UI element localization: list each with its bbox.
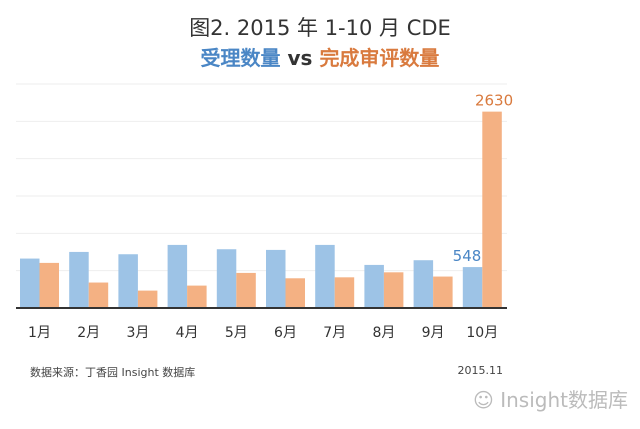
bar-accepted bbox=[167, 244, 188, 308]
x-tick-label: 8月 bbox=[372, 325, 395, 341]
bar-accepted bbox=[364, 264, 384, 308]
wechat-icon: ☺ bbox=[473, 388, 494, 412]
chart-subtitle: 受理数量 vs 完成审评数量 bbox=[0, 42, 640, 71]
x-tick-label: 2月 bbox=[77, 325, 100, 341]
subtitle-series-b: 完成审评数量 bbox=[319, 46, 440, 70]
bar-completed bbox=[383, 272, 404, 308]
x-tick-label: 9月 bbox=[422, 325, 445, 341]
chart-title: 图2. 2015 年 1-10 月 CDE bbox=[189, 16, 451, 40]
watermark: ☺ Insight数据库 bbox=[473, 384, 628, 413]
bar-completed bbox=[88, 282, 109, 308]
x-tick-label: 1月 bbox=[28, 325, 51, 341]
bar-accepted bbox=[216, 249, 237, 308]
x-tick-label: 4月 bbox=[176, 325, 199, 341]
bar-accepted bbox=[69, 251, 89, 308]
x-tick-label: 10月 bbox=[466, 325, 498, 341]
x-tick-label: 5月 bbox=[225, 325, 248, 341]
bar-accepted bbox=[20, 258, 40, 308]
x-tick-label: 7月 bbox=[323, 325, 346, 341]
data-label: 2630 bbox=[475, 92, 513, 110]
bar-completed bbox=[236, 272, 256, 308]
bar-completed bbox=[39, 262, 59, 308]
bar-completed bbox=[482, 111, 502, 308]
bar-completed bbox=[137, 290, 158, 308]
chart-date: 2015.11 bbox=[457, 364, 504, 377]
data-label: 548 bbox=[453, 247, 482, 265]
bar-accepted bbox=[413, 260, 434, 308]
subtitle-vs: vs bbox=[287, 46, 313, 70]
bar-accepted bbox=[118, 254, 138, 308]
bar-completed bbox=[187, 285, 207, 308]
x-tick-label: 6月 bbox=[274, 325, 297, 341]
x-tick-label: 3月 bbox=[126, 325, 149, 341]
bar-completed bbox=[334, 277, 355, 308]
bar-accepted bbox=[462, 267, 483, 308]
bar-completed bbox=[285, 278, 305, 308]
watermark-text: Insight数据库 bbox=[500, 388, 628, 412]
bar-accepted bbox=[315, 244, 335, 308]
bar-accepted bbox=[266, 249, 286, 308]
bar-completed bbox=[433, 276, 453, 308]
data-source: 数据来源：丁香园 Insight 数据库 bbox=[30, 366, 196, 379]
subtitle-series-a: 受理数量 bbox=[200, 46, 281, 70]
